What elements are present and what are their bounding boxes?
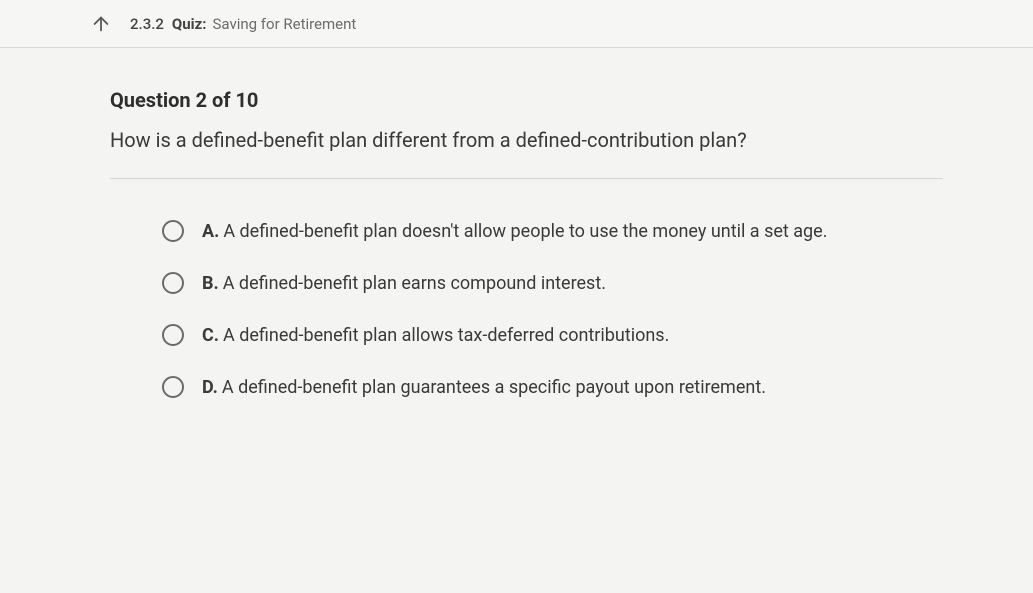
- radio-icon[interactable]: [162, 324, 184, 346]
- option-body: A defined-benefit plan allows tax-deferr…: [223, 325, 669, 346]
- options-list: A.A defined-benefit plan doesn't allow p…: [110, 219, 930, 401]
- option-c[interactable]: C.A defined-benefit plan allows tax-defe…: [162, 323, 930, 349]
- option-letter: B.: [202, 273, 219, 294]
- option-letter: D.: [202, 377, 218, 398]
- question-text: How is a defined-benefit plan different …: [110, 126, 943, 154]
- quiz-content: Question 2 of 10 How is a defined-benefi…: [0, 48, 1033, 401]
- header-bar: 2.3.2 Quiz: Saving for Retirement: [0, 0, 1033, 48]
- option-text: C.A defined-benefit plan allows tax-defe…: [202, 323, 669, 349]
- option-body: A defined-benefit plan earns compound in…: [223, 273, 606, 294]
- option-d[interactable]: D.A defined-benefit plan guarantees a sp…: [162, 375, 930, 401]
- option-letter: C.: [202, 325, 219, 346]
- option-body: A defined-benefit plan doesn't allow peo…: [223, 221, 827, 242]
- back-arrow-icon[interactable]: [90, 13, 112, 35]
- radio-icon[interactable]: [162, 220, 184, 242]
- radio-icon[interactable]: [162, 272, 184, 294]
- section-title: Saving for Retirement: [213, 15, 357, 33]
- radio-icon[interactable]: [162, 376, 184, 398]
- divider: [110, 178, 943, 179]
- option-b[interactable]: B.A defined-benefit plan earns compound …: [162, 271, 930, 297]
- option-text: D.A defined-benefit plan guarantees a sp…: [202, 375, 766, 401]
- option-body: A defined-benefit plan guarantees a spec…: [222, 377, 766, 398]
- option-a[interactable]: A.A defined-benefit plan doesn't allow p…: [162, 219, 930, 245]
- option-text: A.A defined-benefit plan doesn't allow p…: [202, 219, 827, 245]
- question-progress: Question 2 of 10: [110, 88, 943, 112]
- option-letter: A.: [202, 221, 219, 242]
- section-number: 2.3.2: [130, 15, 164, 33]
- section-label: Quiz:: [172, 15, 207, 33]
- option-text: B.A defined-benefit plan earns compound …: [202, 271, 606, 297]
